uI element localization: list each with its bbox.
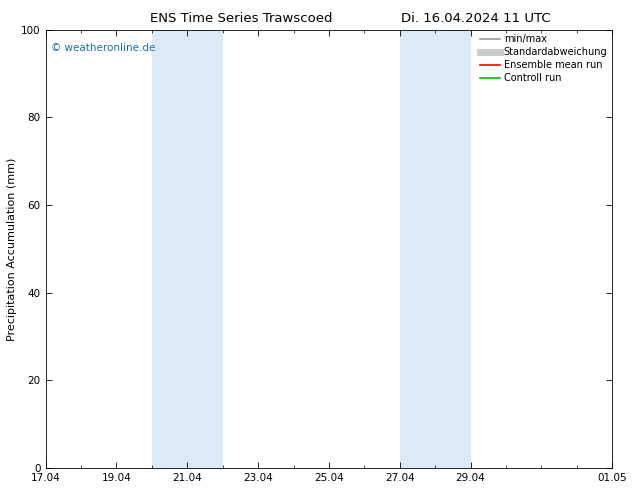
Text: ENS Time Series Trawscoed: ENS Time Series Trawscoed xyxy=(150,12,332,25)
Y-axis label: Precipitation Accumulation (mm): Precipitation Accumulation (mm) xyxy=(7,157,17,341)
Bar xyxy=(435,29,470,468)
Bar xyxy=(187,29,223,468)
Bar xyxy=(152,29,187,468)
Bar xyxy=(400,29,435,468)
Text: Di. 16.04.2024 11 UTC: Di. 16.04.2024 11 UTC xyxy=(401,12,550,25)
Legend: min/max, Standardabweichung, Ensemble mean run, Controll run: min/max, Standardabweichung, Ensemble me… xyxy=(477,30,611,87)
Text: © weatheronline.de: © weatheronline.de xyxy=(51,43,155,53)
